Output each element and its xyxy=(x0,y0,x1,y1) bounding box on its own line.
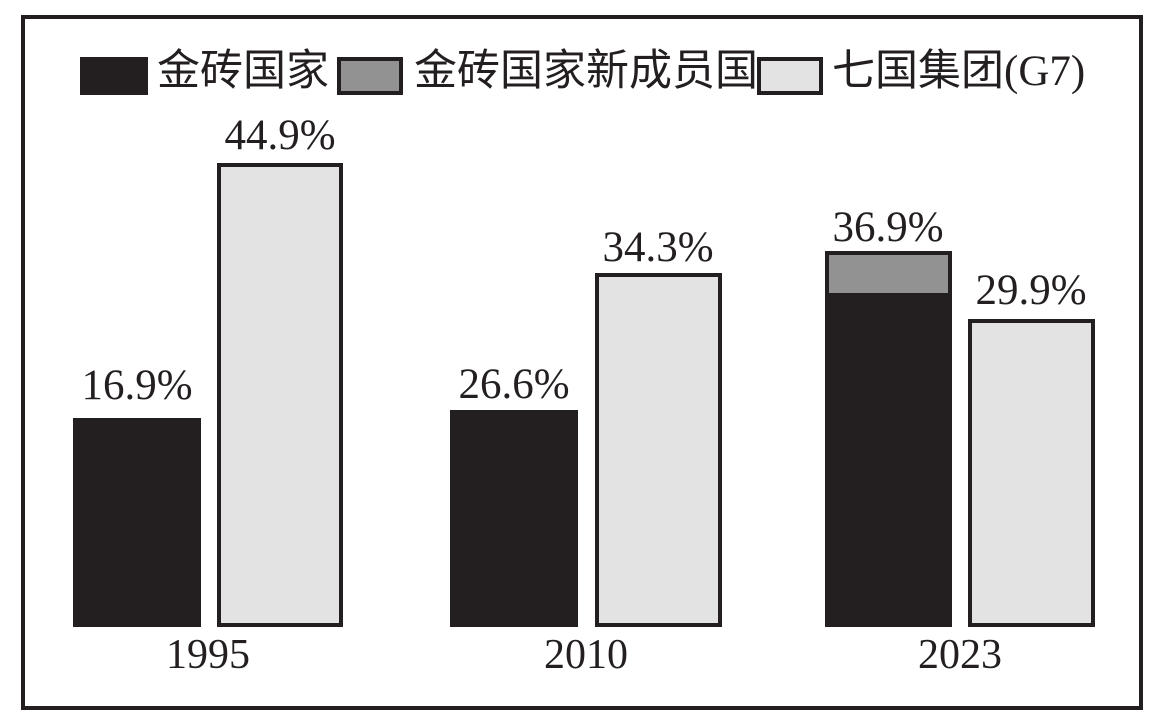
legend-label-g7: 七国集团(G7) xyxy=(832,48,1086,95)
bar-g7-2010 xyxy=(595,273,722,627)
legend-label-new-members: 金砖国家新成员国 xyxy=(414,48,758,95)
legend-label-brics: 金砖国家 xyxy=(157,48,329,95)
x-axis-label-1995: 1995 xyxy=(166,632,250,678)
bar-brics-1995 xyxy=(73,418,201,627)
bar-segment-new-members-2023 xyxy=(825,251,952,297)
chart-border-frame xyxy=(21,15,1143,710)
x-axis-label-2023: 2023 xyxy=(918,632,1002,678)
bar-g7-1995 xyxy=(217,163,343,627)
x-axis-label-2010: 2010 xyxy=(544,632,628,678)
value-label-brics-1995: 16.9% xyxy=(81,362,193,409)
legend-swatch-brics xyxy=(80,57,148,95)
legend-swatch-new-members xyxy=(337,57,403,95)
value-label-g7-2010: 34.3% xyxy=(602,224,714,271)
value-label-brics-2010: 26.6% xyxy=(458,361,570,408)
bar-brics-2010 xyxy=(450,410,578,627)
value-label-brics-stack-2023: 36.9% xyxy=(832,204,944,251)
legend-swatch-g7 xyxy=(757,57,823,95)
value-label-g7-1995: 44.9% xyxy=(224,112,336,159)
bar-segment-brics-2023 xyxy=(825,297,952,627)
value-label-g7-2023: 29.9% xyxy=(975,267,1087,314)
bar-g7-2023 xyxy=(968,319,1095,627)
